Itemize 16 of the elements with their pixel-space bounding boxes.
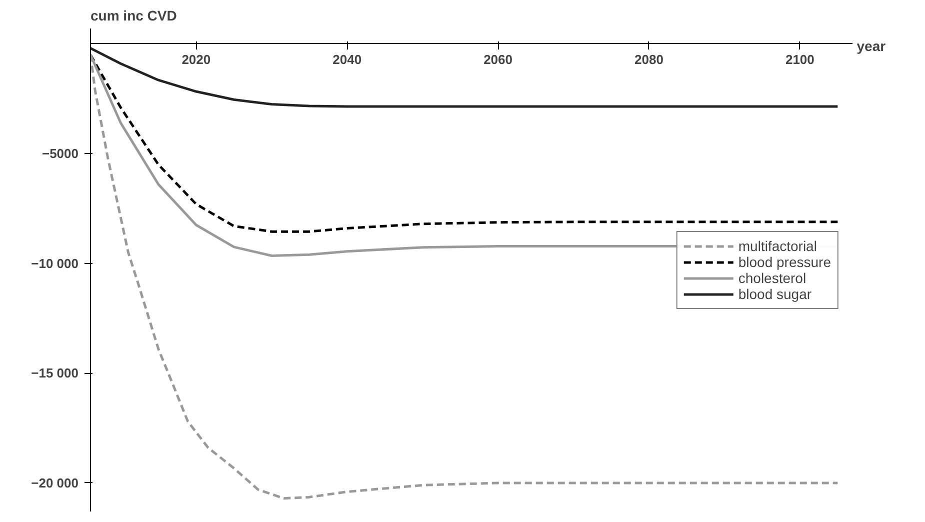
x-tick-label: 2060: [484, 52, 513, 67]
y-tick-label: −15 000: [31, 366, 79, 381]
y-axis-title: cum inc CVD: [90, 8, 177, 24]
x-tick-label: 2100: [785, 52, 814, 67]
legend-label: blood sugar: [738, 286, 812, 302]
x-tick-label: 2080: [634, 52, 664, 67]
y-tick-label: −20 000: [31, 475, 79, 490]
x-tick-label: 2040: [332, 52, 362, 67]
legend-label: blood pressure: [738, 254, 831, 270]
legend-label: cholesterol: [738, 270, 806, 286]
x-tick-label: 2020: [182, 52, 211, 67]
y-tick-label: −10 000: [31, 256, 79, 271]
legend-label: multifactorial: [738, 238, 817, 254]
y-tick-label: −5000: [42, 146, 79, 162]
x-axis-title: year: [856, 38, 886, 54]
line-series: [90, 47, 839, 108]
